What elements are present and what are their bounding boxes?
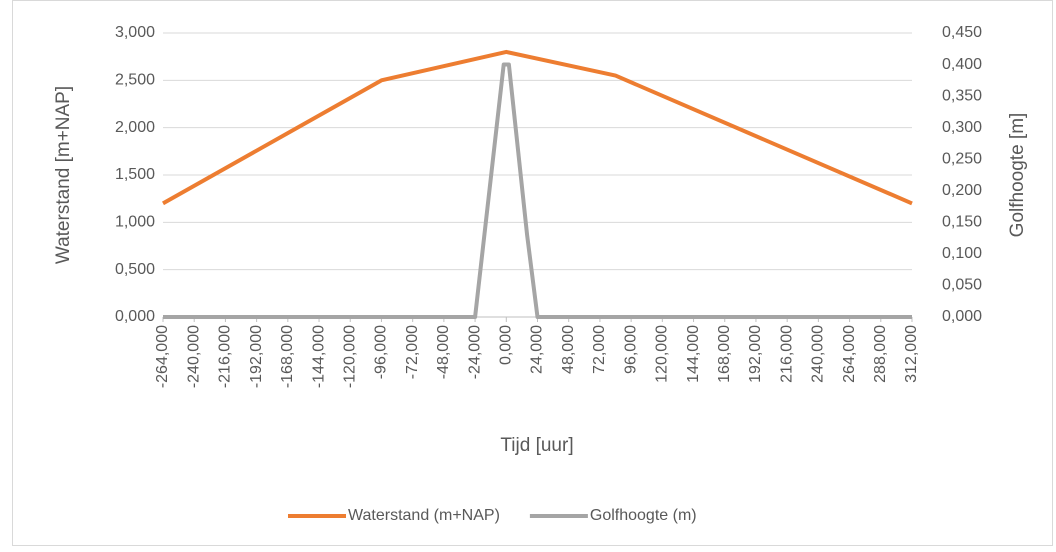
x-tick-label: -96,000 xyxy=(373,325,390,379)
x-tick-label: -120,000 xyxy=(341,325,358,388)
x-tick-label: 72,000 xyxy=(591,325,608,374)
y-tick-label: 0,000 xyxy=(115,308,155,325)
x-tick-label: -72,000 xyxy=(404,325,421,379)
series-line xyxy=(163,62,912,319)
x-tick-label: 144,000 xyxy=(685,325,702,383)
y2-tick-label: 0,350 xyxy=(942,87,982,104)
x-tick-label: -48,000 xyxy=(435,325,452,379)
y-tick-label: 2,500 xyxy=(115,72,155,89)
y-tick-label: 3,000 xyxy=(115,24,155,41)
y2-tick-label: 0,200 xyxy=(942,182,982,199)
y-tick-label: 1,000 xyxy=(115,214,155,231)
x-axis-title: Tijd [uur] xyxy=(500,435,573,456)
x-tick-label: 312,000 xyxy=(903,325,920,383)
y2-tick-label: 0,050 xyxy=(942,277,982,294)
y-tick-label: 2,000 xyxy=(115,119,155,136)
x-tick-label: -264,000 xyxy=(154,325,171,388)
y2-tick-label: 0,100 xyxy=(942,245,982,262)
x-tick-label: 24,000 xyxy=(529,325,546,374)
x-tick-label: 120,000 xyxy=(654,325,671,383)
y2-tick-label: 0,400 xyxy=(942,56,982,73)
y-tick-label: 0,500 xyxy=(115,261,155,278)
x-tick-label: -144,000 xyxy=(310,325,327,388)
x-tick-label: 0,000 xyxy=(498,325,515,365)
y2-tick-label: 0,000 xyxy=(942,308,982,325)
x-tick-label: 192,000 xyxy=(747,325,764,383)
legend-label: Waterstand (m+NAP) xyxy=(348,507,500,524)
x-tick-label: -168,000 xyxy=(279,325,296,388)
x-tick-label: 264,000 xyxy=(841,325,858,383)
x-tick-label: 240,000 xyxy=(810,325,827,383)
y2-tick-label: 0,250 xyxy=(942,150,982,167)
y2-tick-label: 0,300 xyxy=(942,119,982,136)
x-tick-label: 48,000 xyxy=(560,325,577,374)
x-tick-label: -240,000 xyxy=(185,325,202,388)
y2-tick-label: 0,450 xyxy=(942,24,982,41)
x-tick-label: 96,000 xyxy=(622,325,639,374)
x-tick-label: -216,000 xyxy=(217,325,234,388)
y-tick-label: 1,500 xyxy=(115,166,155,183)
x-tick-label: 288,000 xyxy=(872,325,889,383)
x-tick-label: 168,000 xyxy=(716,325,733,383)
x-tick-label: -24,000 xyxy=(466,325,483,379)
series-line xyxy=(162,49,913,206)
legend-label: Golfhoogte (m) xyxy=(590,507,697,524)
y2-tick-label: 0,150 xyxy=(942,214,982,231)
y2-axis-title: Golfhoogte [m] xyxy=(1007,113,1028,238)
x-tick-label: -192,000 xyxy=(248,325,265,388)
x-tick-label: 216,000 xyxy=(778,325,795,383)
y-axis-title: Waterstand [m+NAP] xyxy=(53,86,74,264)
